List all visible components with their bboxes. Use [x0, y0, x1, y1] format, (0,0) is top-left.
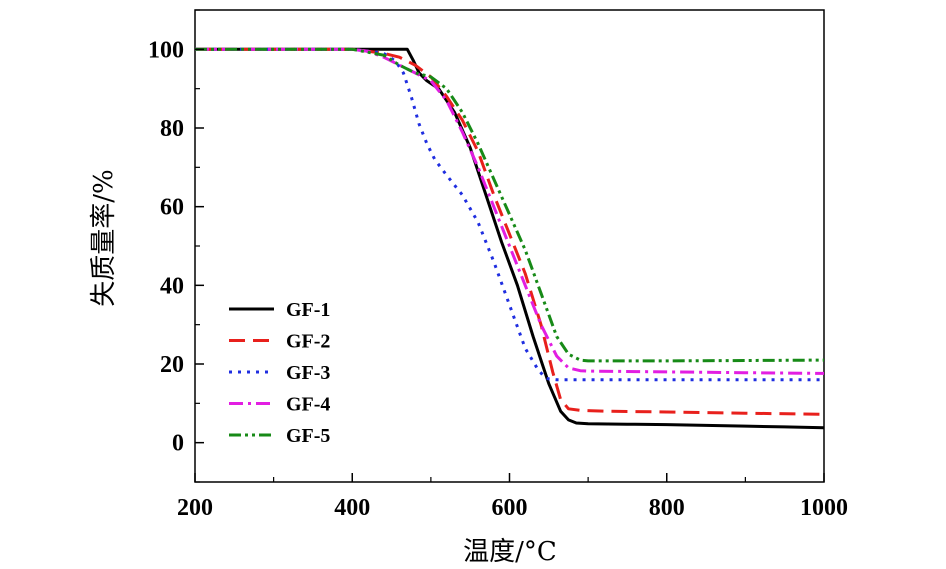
y-tick-label: 40	[160, 273, 184, 299]
x-tick-label: 800	[649, 495, 685, 521]
y-tick-label: 100	[148, 37, 184, 63]
ticks: 200 400 600 800 1000 0 20 40 60 80 100	[148, 9, 848, 521]
y-tick-label: 0	[172, 431, 184, 457]
x-tick-label: 400	[334, 495, 370, 521]
x-tick-label: 1000	[800, 495, 848, 521]
series-line-gf-2	[195, 47, 825, 416]
legend-label-gf-5: GF-5	[286, 425, 330, 447]
series-line-gf-3	[195, 47, 824, 382]
series-line-gf-1	[195, 47, 825, 430]
legend: GF-1 GF-2 GF-3 GF-4 GF-5	[229, 299, 330, 447]
y-axis-title: 失质量率/%	[89, 169, 119, 306]
legend-label-gf-2: GF-2	[286, 331, 330, 353]
series-group	[195, 47, 825, 430]
legend-label-gf-4: GF-4	[286, 394, 330, 416]
x-tick-label: 600	[492, 495, 528, 521]
legend-label-gf-3: GF-3	[286, 362, 330, 384]
x-axis-title: 温度/°C	[463, 537, 557, 567]
x-tick-label: 200	[177, 495, 213, 521]
y-tick-label: 60	[160, 195, 184, 221]
y-tick-label: 80	[160, 116, 184, 142]
legend-label-gf-1: GF-1	[286, 299, 330, 321]
series-line-gf-5	[195, 47, 825, 363]
y-tick-label: 20	[160, 352, 184, 378]
